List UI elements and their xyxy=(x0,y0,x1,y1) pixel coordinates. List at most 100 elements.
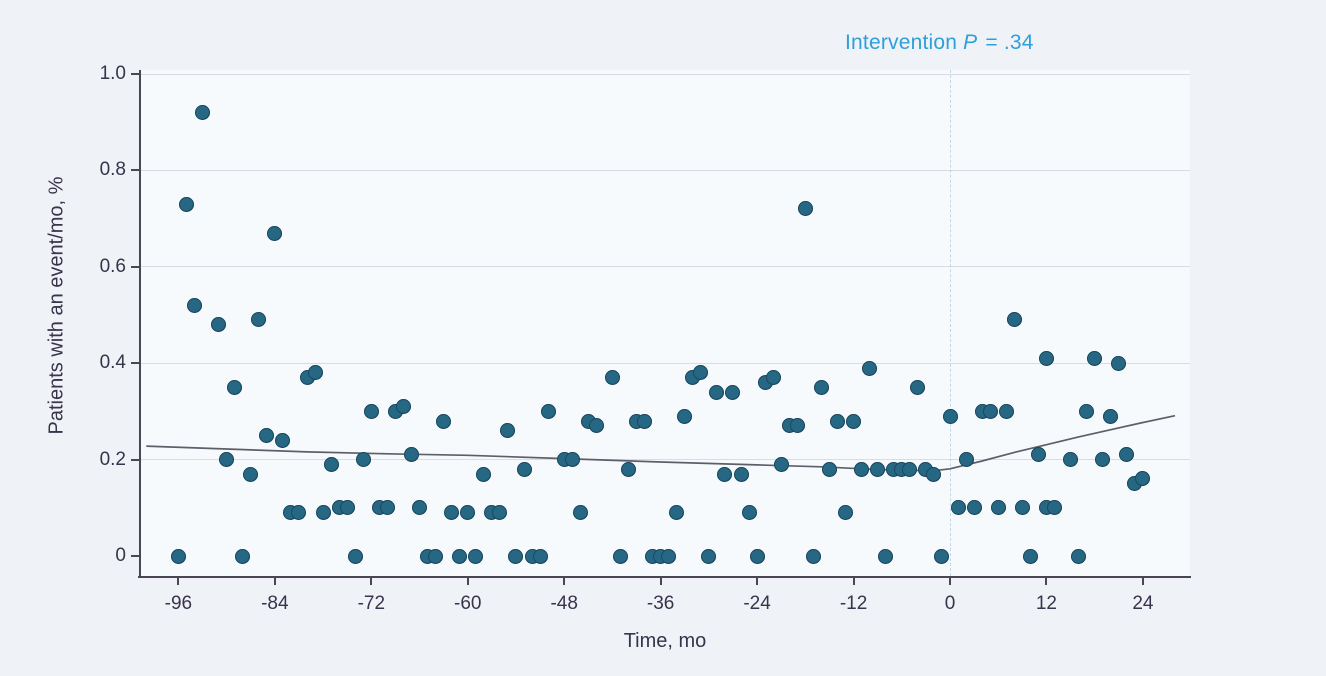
data-point xyxy=(251,312,267,328)
data-point xyxy=(717,466,733,482)
data-point xyxy=(1046,500,1062,516)
data-point xyxy=(870,461,886,477)
data-point xyxy=(588,418,604,434)
gridline xyxy=(141,266,1190,268)
gridline xyxy=(141,73,1190,75)
data-point xyxy=(315,505,331,521)
x-tick xyxy=(756,578,759,585)
data-point xyxy=(1014,500,1030,516)
data-point xyxy=(749,548,765,564)
data-point xyxy=(854,461,870,477)
y-tick-label: 0.4 xyxy=(99,352,126,374)
data-point xyxy=(395,399,411,415)
data-point xyxy=(307,365,323,381)
data-point xyxy=(733,466,749,482)
data-point xyxy=(829,413,845,429)
data-point xyxy=(1030,447,1046,463)
data-point xyxy=(476,466,492,482)
data-point xyxy=(219,452,235,468)
data-point xyxy=(412,500,428,516)
data-point xyxy=(1119,447,1135,463)
data-point xyxy=(235,548,251,564)
annotation-p-value: = .34 xyxy=(979,31,1034,54)
data-point xyxy=(170,548,186,564)
x-tick xyxy=(852,578,855,585)
gridline xyxy=(141,169,1190,171)
data-point xyxy=(677,408,693,424)
data-point xyxy=(1103,408,1119,424)
data-point xyxy=(669,505,685,521)
x-tick-label: 12 xyxy=(1035,593,1057,614)
data-point xyxy=(797,201,813,217)
data-point xyxy=(379,500,395,516)
data-point xyxy=(1095,452,1111,468)
data-point xyxy=(275,432,291,448)
data-point xyxy=(428,548,444,564)
x-tick xyxy=(949,578,951,585)
annotation-label: Intervention xyxy=(845,31,958,54)
x-tick-label: -72 xyxy=(357,593,386,614)
data-point xyxy=(1111,355,1127,371)
x-tick-label: -36 xyxy=(646,593,675,614)
y-tick-label: 0 xyxy=(115,545,126,566)
x-tick xyxy=(563,578,566,585)
data-point xyxy=(1006,312,1022,328)
data-point xyxy=(1087,350,1103,366)
x-tick xyxy=(370,578,373,585)
x-tick xyxy=(1045,578,1048,585)
data-point xyxy=(452,548,468,564)
data-point xyxy=(492,505,508,521)
data-point xyxy=(564,452,580,468)
x-tick-label: 24 xyxy=(1132,593,1154,614)
data-point xyxy=(998,403,1014,419)
x-tick xyxy=(466,578,469,585)
data-point xyxy=(773,456,789,472)
x-tick-label: -84 xyxy=(261,593,289,614)
data-point xyxy=(621,461,636,477)
data-point xyxy=(846,413,862,429)
data-point xyxy=(789,418,805,434)
data-point xyxy=(508,548,524,564)
x-tick xyxy=(659,578,662,585)
x-tick-label: -60 xyxy=(454,593,482,614)
x-tick-label: 0 xyxy=(944,593,956,614)
data-point xyxy=(532,548,548,564)
data-point xyxy=(637,413,653,429)
y-tick xyxy=(131,169,140,172)
data-point xyxy=(227,379,243,395)
x-tick-label: -24 xyxy=(743,593,771,614)
y-tick xyxy=(131,555,140,557)
data-point xyxy=(243,466,259,482)
data-point xyxy=(460,505,476,521)
data-point xyxy=(323,456,339,472)
y-tick-label: 0.2 xyxy=(99,448,126,470)
data-point xyxy=(347,548,363,564)
y-axis-title: Patients with an event/mo, % xyxy=(45,176,68,435)
y-axis-line xyxy=(139,70,141,577)
data-point xyxy=(468,548,484,564)
data-point xyxy=(741,505,757,521)
intervention-p-annotation: Intervention P = .34 xyxy=(845,31,1034,55)
x-tick-label: -12 xyxy=(839,593,868,614)
data-point xyxy=(693,365,709,381)
y-tick xyxy=(131,362,140,365)
y-tick-label: 0.8 xyxy=(99,159,126,181)
data-point xyxy=(259,428,275,443)
data-point xyxy=(661,548,677,564)
data-point xyxy=(862,360,878,376)
data-point xyxy=(267,225,283,241)
x-tick-label: -48 xyxy=(550,593,578,614)
gridline xyxy=(141,362,1190,364)
data-point xyxy=(838,505,853,521)
data-point xyxy=(942,408,958,424)
data-point xyxy=(1135,471,1151,487)
x-tick-label: -96 xyxy=(164,593,193,614)
y-tick-label: 1.0 xyxy=(99,63,126,84)
x-axis-title: Time, mo xyxy=(623,630,707,652)
data-point xyxy=(1071,548,1087,564)
data-point xyxy=(604,370,620,386)
data-point xyxy=(1079,403,1095,419)
data-point xyxy=(339,500,355,516)
data-point xyxy=(910,379,926,395)
data-point xyxy=(805,548,821,564)
